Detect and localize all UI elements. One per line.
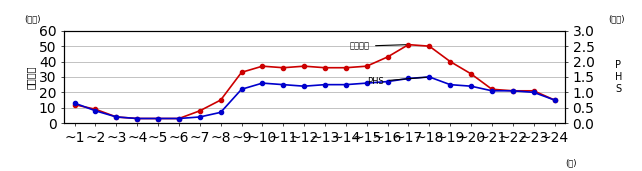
Text: (億回): (億回): [24, 14, 40, 23]
Text: P
H
S: P H S: [615, 60, 622, 94]
Text: 携帯電話: 携帯電話: [350, 42, 406, 51]
Text: (億回): (億回): [609, 14, 625, 23]
Text: PHS: PHS: [367, 77, 426, 86]
Y-axis label: 携帯電話: 携帯電話: [26, 65, 36, 89]
Text: (時): (時): [565, 158, 577, 167]
